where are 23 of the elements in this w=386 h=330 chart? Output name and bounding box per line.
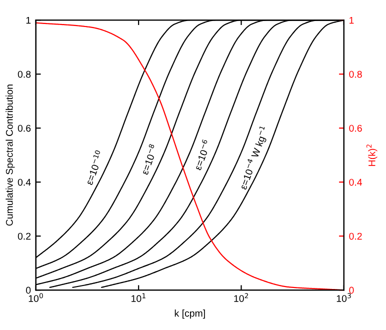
y-tick-label: 0.2: [18, 232, 31, 240]
annotation: ε=10$^{−10}$: [84, 150, 104, 186]
y2-tick-label: 0.8: [349, 70, 362, 78]
x-tick-label: 10$^{0}$: [28, 293, 43, 302]
y2-tick-label: 0: [349, 286, 354, 294]
y2-tick-label: 1: [350, 16, 354, 24]
x-tick-label: 10$^{2}$: [234, 293, 248, 302]
y-tick-label: 0.8: [18, 70, 31, 78]
y-tick-label: 1: [26, 16, 31, 24]
y-tick-label: 0.4: [18, 178, 31, 186]
y-axis-title: Cumulative Spectral Contribution: [6, 84, 15, 226]
annotation: ε=10$^{−4}$ W kg$^{−1}$: [238, 126, 270, 191]
annotation: ε=10$^{−6}$: [192, 139, 212, 171]
annotation: ε=10$^{−8}$: [139, 144, 158, 176]
x-axis-title: k [cpm]: [174, 310, 205, 319]
x-tick-label: 10$^{3}$: [336, 293, 351, 302]
y2-tick-label: 0.2: [349, 232, 362, 240]
y-tick-label: 0.6: [18, 124, 31, 132]
y2-tick-label: 0.6: [349, 124, 362, 132]
y-tick-label: 0: [26, 286, 31, 294]
y2-axis-title: H(k)$^{2}$: [366, 144, 378, 166]
y2-tick-label: 0.4: [349, 178, 362, 186]
x-tick-label: 10$^{1}$: [132, 293, 146, 302]
